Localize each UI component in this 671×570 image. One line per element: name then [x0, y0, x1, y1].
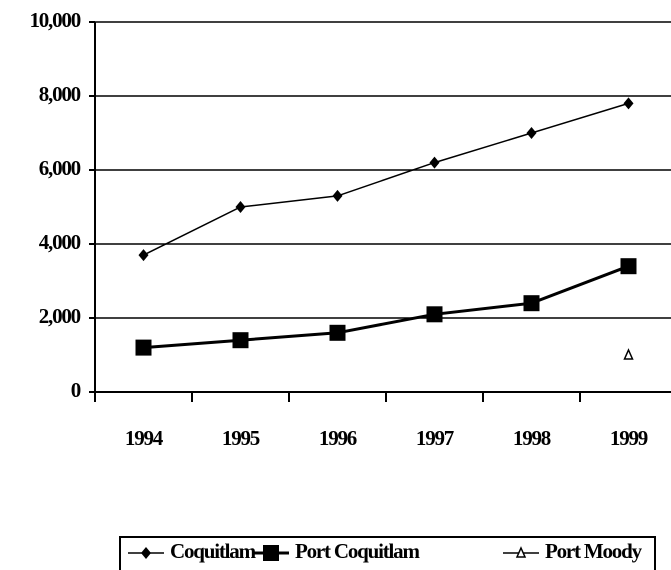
legend-label: Coquitlam [170, 539, 257, 563]
y-tick-label: 0 [71, 378, 81, 402]
data-point [526, 127, 537, 139]
legend-marker [515, 546, 527, 558]
y-tick-label: 10,000 [29, 8, 80, 32]
data-point [620, 258, 637, 275]
x-tick-label: 1997 [416, 426, 454, 450]
data-point [523, 295, 540, 312]
y-tick-label: 8,000 [39, 82, 81, 106]
legend-label: Port Moody [545, 539, 643, 563]
legend-label: Port Coquitlam [295, 539, 420, 563]
series-line [143, 264, 630, 350]
y-tick-label: 6,000 [39, 156, 81, 180]
x-tick-label: 1996 [319, 426, 357, 450]
data-point [332, 189, 343, 202]
data-point [426, 306, 443, 323]
data-point [623, 348, 634, 360]
legend-marker [263, 545, 279, 561]
data-point [429, 156, 440, 169]
series-line [143, 102, 629, 256]
y-tick-label: 2,000 [39, 304, 81, 328]
x-tick-label: 1994 [125, 426, 164, 450]
y-tick-label: 4,000 [39, 230, 81, 254]
x-tick-label: 1995 [222, 426, 260, 450]
legend-marker [141, 547, 151, 559]
data-point [135, 339, 152, 356]
legend-box [119, 536, 656, 570]
data-point [232, 332, 249, 349]
data-point [329, 324, 346, 341]
data-point [138, 249, 149, 262]
x-tick-label: 1999 [610, 426, 648, 450]
data-point [623, 97, 634, 110]
x-tick-label: 1998 [513, 426, 551, 450]
data-point [235, 201, 246, 213]
